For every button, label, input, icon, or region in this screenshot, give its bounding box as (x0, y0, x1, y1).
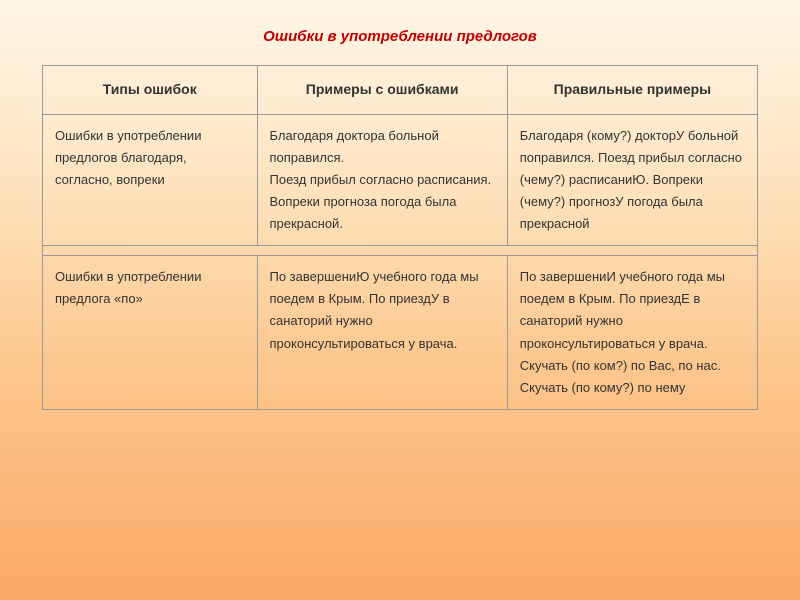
cell-wrong: Благодаря доктора больной поправился.Пое… (257, 114, 507, 245)
cell-correct: По завершениИ учебного года мы поедем в … (507, 256, 757, 410)
table-row: Ошибки в употреблении предлога «по» По з… (43, 256, 758, 410)
cell-wrong: По завершениЮ учебного года мы поедем в … (257, 256, 507, 410)
header-types: Типы ошибок (43, 66, 258, 115)
table-header-row: Типы ошибок Примеры с ошибками Правильны… (43, 66, 758, 115)
cell-type: Ошибки в употреблении предлога «по» (43, 256, 258, 410)
cell-type: Ошибки в употреблении предлогов благодар… (43, 114, 258, 245)
errors-table: Типы ошибок Примеры с ошибками Правильны… (42, 65, 758, 410)
table-row: Ошибки в употреблении предлогов благодар… (43, 114, 758, 245)
spacer-row (43, 246, 758, 256)
header-correct: Правильные примеры (507, 66, 757, 115)
page-title: Ошибки в употреблении предлогов (42, 28, 758, 45)
spacer-cell (43, 246, 758, 256)
header-wrong: Примеры с ошибками (257, 66, 507, 115)
cell-correct: Благодаря (кому?) докторУ больной поправ… (507, 114, 757, 245)
